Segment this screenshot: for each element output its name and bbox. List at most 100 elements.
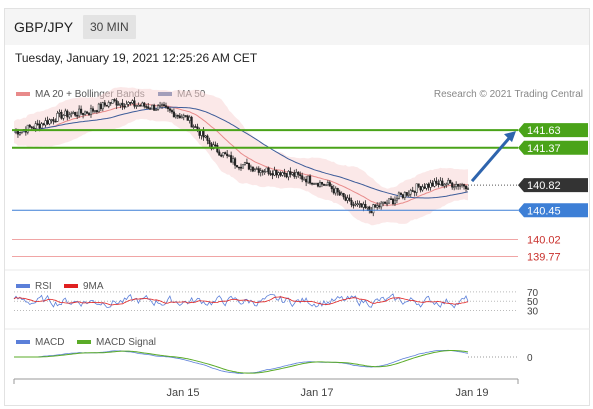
candle (267, 167, 270, 174)
candle (184, 115, 187, 117)
candle (135, 105, 138, 107)
candle (358, 203, 361, 205)
candle (459, 185, 462, 187)
candle (58, 111, 61, 114)
candle (338, 191, 341, 196)
timestamp: Tuesday, January 19, 2021 12:25:26 AM CE… (15, 51, 258, 65)
candle (239, 166, 243, 169)
candle (121, 102, 124, 107)
candle (220, 155, 223, 157)
candle (259, 170, 262, 173)
candle (190, 116, 193, 128)
candle (145, 106, 148, 108)
candle (54, 120, 57, 123)
candle (275, 170, 278, 176)
candle (413, 190, 416, 193)
candle (447, 179, 450, 185)
macd-pane: 0 (14, 349, 533, 375)
candle (143, 102, 146, 107)
candle (320, 182, 323, 185)
candle (164, 105, 168, 108)
candle (429, 182, 432, 188)
price-pane (13, 87, 470, 226)
candle (421, 186, 424, 191)
level-tag (518, 178, 588, 193)
candle (299, 174, 302, 176)
legend-swatch-macd-signal (77, 340, 91, 344)
rsi-level-label: 50 (527, 297, 539, 308)
candle (372, 204, 375, 214)
x-label-jan19: Jan 19 (455, 387, 488, 399)
candle (16, 130, 19, 135)
candle (293, 172, 296, 177)
candle (350, 200, 353, 206)
candle (464, 185, 468, 190)
candle (141, 102, 144, 107)
candle (380, 202, 383, 208)
candle (210, 143, 213, 150)
candle (68, 114, 71, 118)
candle (74, 112, 77, 116)
candle (433, 180, 436, 187)
candle (295, 171, 298, 177)
candle (178, 115, 181, 119)
candle (397, 192, 400, 199)
candle (245, 162, 248, 164)
rsi-level-label: 70 (527, 288, 539, 299)
candle (391, 198, 395, 204)
candle (26, 124, 29, 133)
candle (97, 103, 100, 113)
candle (435, 180, 438, 184)
candle (186, 115, 189, 121)
candle (301, 175, 304, 180)
candle (76, 115, 79, 117)
candle (117, 104, 120, 106)
projection-arrow (470, 136, 512, 183)
candle (125, 104, 128, 108)
candle (172, 111, 175, 118)
level-label: 140.82 (527, 180, 561, 192)
candle (40, 123, 43, 129)
candle (249, 166, 252, 170)
candle (332, 188, 335, 194)
candle (318, 182, 322, 187)
candle (269, 173, 272, 175)
candle (437, 183, 440, 185)
legend-ma20-bb: MA 20 + Bollinger Bands (35, 89, 145, 100)
candle (70, 113, 73, 116)
level-label: 139.77 (527, 251, 561, 263)
candle (208, 140, 211, 144)
legend-swatch-macd (16, 340, 30, 344)
candle (247, 162, 250, 170)
candle (356, 203, 359, 206)
candle (441, 180, 444, 187)
candle (366, 206, 369, 209)
candle (305, 178, 308, 183)
candle (314, 183, 318, 185)
candle (427, 183, 430, 188)
candle (123, 106, 126, 108)
candle (431, 182, 434, 187)
candle (360, 203, 363, 208)
candle (455, 183, 458, 187)
candle (401, 194, 404, 198)
candle (113, 99, 116, 101)
candle (157, 105, 160, 110)
candle (273, 170, 276, 176)
candle (170, 110, 173, 113)
candle (162, 104, 166, 106)
candle (255, 168, 258, 171)
candle (119, 102, 122, 105)
candle (403, 192, 406, 198)
timeframe-button[interactable]: 30 MIN (83, 15, 136, 39)
candle (42, 123, 45, 126)
symbol-label: GBP/JPY (14, 19, 74, 35)
candle (36, 123, 39, 125)
candle (336, 188, 339, 193)
candle (453, 186, 456, 188)
bollinger-band (14, 87, 468, 226)
candle (127, 102, 130, 105)
candle (251, 166, 254, 172)
candle (99, 103, 102, 110)
candle (234, 158, 237, 166)
